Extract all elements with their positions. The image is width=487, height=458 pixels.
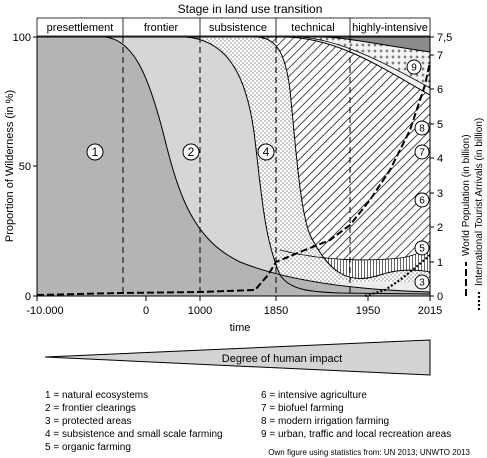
region-marker-5: 5: [414, 240, 430, 256]
x-tick-1000: 1000: [188, 305, 212, 317]
stage-label-frontier: frontier: [144, 22, 179, 34]
legend-item-6: 6 = intensive agriculture: [261, 390, 367, 401]
region-marker-3: 3: [414, 274, 430, 290]
stage-header: presettlement frontier subsistence techn…: [36, 17, 431, 37]
region-marker-4: 4: [257, 143, 275, 161]
svg-text:6: 6: [419, 196, 425, 207]
x-tick-1950: 1950: [356, 305, 380, 317]
tourist-axis-label: International Tourist Arrivals (in billi…: [474, 118, 485, 286]
region-marker-9: 9: [406, 59, 422, 75]
legend: 1 = natural ecosystems 2 = frontier clea…: [45, 390, 451, 453]
plot-area: [36, 36, 431, 298]
y-axis-right: 0 1 2 3 4 5 6 7 7,5 World Population (in…: [430, 32, 485, 310]
tourist-arrivals-line: [364, 254, 431, 298]
human-impact-label: Degree of human impact: [222, 353, 342, 365]
svg-text:3: 3: [419, 278, 425, 289]
stage-label-presettlement: presettlement: [47, 22, 114, 34]
y-left-label: Proportion of Wilderness (in %): [4, 90, 16, 242]
legend-item-9: 9 = urban, traffic and local recreation …: [261, 429, 451, 440]
stage-label-highly-intensive: highly-intensive: [352, 22, 428, 34]
region-marker-1: 1: [86, 143, 104, 161]
y-right-tick-7: 7: [437, 50, 443, 62]
chart-title: Stage in land use transition: [178, 2, 323, 16]
y-right-tick-5: 5: [437, 119, 443, 131]
stage-label-subsistence: subsistence: [209, 22, 267, 34]
legend-item-2: 2 = frontier clearings: [45, 403, 136, 414]
svg-text:5: 5: [419, 244, 425, 255]
x-tick-2015: 2015: [418, 305, 442, 317]
legend-item-1: 1 = natural ecosystems: [45, 390, 148, 401]
legend-item-4: 4 = subsistence and small scale farming: [45, 429, 223, 440]
y-axis-left: 100 50 0 Proportion of Wilderness (in %): [4, 32, 37, 303]
region-marker-6: 6: [414, 192, 430, 208]
y-right-tick-0: 0: [437, 291, 443, 303]
legend-item-5: 5 = organic farming: [45, 442, 131, 453]
human-impact-wedge: Degree of human impact: [44, 339, 431, 376]
svg-text:9: 9: [411, 63, 417, 74]
y-right-tick-4: 4: [437, 153, 443, 165]
region-marker-2: 2: [182, 143, 200, 161]
x-tick-0: 0: [143, 305, 149, 317]
x-axis: -10.000 0 1000 1850 1950 2015 time: [26, 296, 442, 334]
stage-label-technical: technical: [291, 22, 334, 34]
svg-text:7: 7: [419, 148, 425, 159]
y-left-tick-0: 0: [25, 291, 31, 303]
source-note: Own figure using statistics from: UN 201…: [268, 448, 470, 457]
y-right-tick-3: 3: [437, 188, 443, 200]
x-axis-label: time: [230, 322, 251, 334]
svg-text:4: 4: [263, 145, 270, 159]
y-right-tick-1: 1: [437, 257, 443, 269]
y-right-tick-2: 2: [437, 222, 443, 234]
svg-text:2: 2: [188, 145, 195, 159]
legend-item-8: 8 = modern irrigation farming: [261, 416, 389, 427]
legend-item-3: 3 = protected areas: [45, 416, 131, 427]
region-marker-8: 8: [414, 120, 430, 136]
region-marker-7: 7: [414, 144, 430, 160]
legend-item-7: 7 = biofuel farming: [261, 403, 344, 414]
x-tick-minus-10000: -10.000: [26, 305, 63, 317]
x-tick-1850: 1850: [264, 305, 288, 317]
population-axis-label: World Population (in billion): [461, 134, 472, 256]
svg-text:1: 1: [92, 145, 99, 159]
y-left-tick-100: 100: [13, 32, 31, 44]
y-left-tick-50: 50: [19, 161, 31, 173]
y-right-tick-6: 6: [437, 84, 443, 96]
region-1: [37, 37, 430, 296]
svg-text:8: 8: [419, 124, 425, 135]
world-population-line: [36, 61, 431, 296]
y-right-tick-7-5: 7,5: [437, 32, 452, 44]
region-markers: 1 2 3 4 5 6 7 8: [86, 59, 430, 290]
